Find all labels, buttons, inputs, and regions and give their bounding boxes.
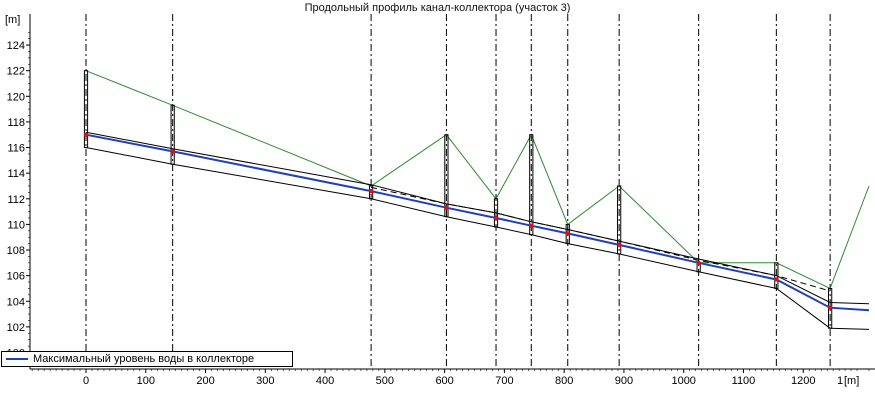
- water-level-point-603: [444, 205, 449, 210]
- x-axis-unit-label: [m]: [844, 375, 860, 387]
- x-tick-label-200: 200: [196, 375, 214, 387]
- water-level-point-892: [616, 242, 622, 248]
- x-tick-label-900: 900: [615, 375, 633, 387]
- plot-area: [83, 14, 870, 369]
- x-tick-label-300: 300: [256, 375, 274, 387]
- y-axis-unit-label: [m]: [5, 14, 21, 26]
- manhole-shaft-145: [170, 104, 175, 165]
- manhole-shaft-892: [617, 185, 622, 255]
- x-tick-label-400: 400: [316, 375, 334, 387]
- x-tick-label-800: 800: [555, 375, 573, 387]
- y-tick-label-120: 120: [7, 91, 25, 103]
- y-tick-label-108: 108: [7, 245, 25, 257]
- x-tick-label-700: 700: [495, 375, 513, 387]
- water-level-point-806: [565, 231, 570, 236]
- y-tick-label-116: 116: [7, 143, 25, 155]
- pipe-bottom-line: [85, 147, 870, 330]
- y-tick-label-124: 124: [7, 40, 25, 52]
- x-tick-label-600: 600: [435, 375, 453, 387]
- chart-title: Продольный профиль канал-коллектора (уча…: [304, 2, 571, 14]
- legend-label-water-level: Максимальный уровень воды в коллекторе: [33, 353, 255, 365]
- water-level-point-145: [170, 149, 175, 154]
- water-level-point-0: [83, 132, 89, 137]
- water-level-point-686: [493, 215, 499, 221]
- water-level-point-1025: [696, 260, 701, 266]
- x-tick-label-0: 0: [83, 375, 89, 387]
- x-tick-label-1100: 1100: [732, 375, 756, 387]
- y-tick-label-118: 118: [7, 117, 25, 129]
- x-tick-label-1300: 1: [837, 375, 843, 387]
- ground-surface-line: [85, 70, 870, 290]
- legend-swatch-water-level: [6, 358, 28, 360]
- water-level-point-1155: [774, 277, 779, 282]
- water-level-point-477: [368, 188, 374, 194]
- x-tick-label-1200: 1200: [791, 375, 815, 387]
- y-tick-label-102: 102: [7, 322, 25, 334]
- x-tick-label-500: 500: [376, 375, 394, 387]
- design-dashed-line: [370, 186, 831, 292]
- water-level-point-745: [529, 223, 534, 228]
- manhole-shaft-603: [444, 134, 449, 218]
- y-tick-label-110: 110: [7, 219, 25, 231]
- y-tick-label-106: 106: [7, 271, 25, 283]
- manhole-shaft-745: [529, 134, 534, 236]
- y-tick-label-122: 122: [7, 66, 25, 78]
- manhole-shaft-0: [83, 70, 89, 149]
- water-level-point-1245: [827, 305, 833, 310]
- y-tick-label-112: 112: [7, 194, 25, 206]
- y-tick-label-104: 104: [7, 296, 25, 308]
- manhole-shaft-686: [493, 198, 499, 228]
- manhole-shaft-1155: [774, 262, 779, 289]
- y-tick-label-114: 114: [7, 168, 25, 180]
- water-level-line: [85, 133, 870, 312]
- x-tick-label-1000: 1000: [671, 375, 695, 387]
- legend: Максимальный уровень воды в коллекторе: [1, 351, 293, 367]
- x-tick-label-100: 100: [137, 375, 155, 387]
